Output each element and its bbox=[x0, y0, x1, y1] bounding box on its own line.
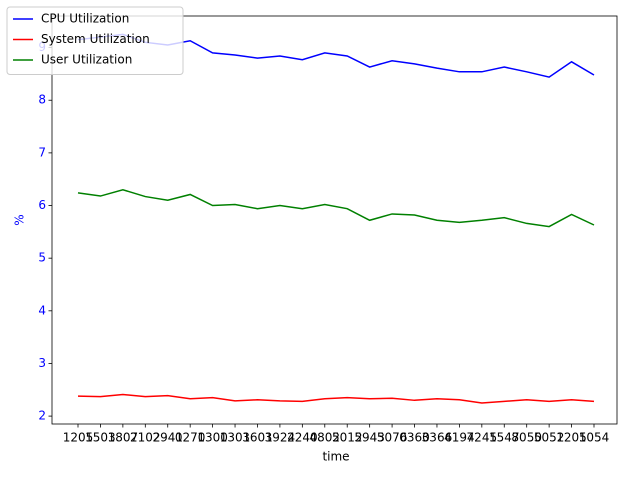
x-tick-label: 2102 bbox=[130, 431, 161, 445]
x-tick-label: 3924 bbox=[265, 431, 296, 445]
y-tick-label: 2 bbox=[38, 409, 46, 423]
x-tick-label: 5076 bbox=[377, 431, 408, 445]
x-tick-label: 2240 bbox=[287, 431, 318, 445]
x-tick-label: 1807 bbox=[108, 431, 139, 445]
y-tick-label: 3 bbox=[38, 356, 46, 370]
y-tick-label: 6 bbox=[38, 198, 46, 212]
data-line bbox=[77, 393, 595, 404]
x-tick-label: 5052 bbox=[534, 431, 565, 445]
y-axis-label: % bbox=[13, 214, 27, 225]
plot-frame bbox=[51, 15, 618, 425]
x-tick-label: 1547 bbox=[489, 431, 520, 445]
legend-label: System Utilization bbox=[41, 32, 150, 46]
x-tick-label: 7245 bbox=[467, 431, 498, 445]
x-tick-label: 1205 bbox=[556, 431, 587, 445]
x-tick-label: 3601 bbox=[242, 431, 273, 445]
legend-box bbox=[6, 6, 184, 75]
data-line bbox=[77, 188, 595, 228]
x-tick-label: 8050 bbox=[511, 431, 542, 445]
legend-label: User Utilization bbox=[41, 53, 132, 67]
x-tick-label: 2941 bbox=[152, 431, 183, 445]
y-tick-label: 8 bbox=[38, 93, 46, 107]
x-tick-label: 3366 bbox=[422, 431, 453, 445]
y-tick-label: 7 bbox=[38, 145, 46, 159]
x-axis-label: time bbox=[322, 450, 349, 464]
x-tick-label: 1300 bbox=[197, 431, 228, 445]
x-tick-label: 1054 bbox=[579, 431, 610, 445]
x-tick-label: 1205 bbox=[63, 431, 94, 445]
legend-label: CPU Utilization bbox=[41, 12, 129, 26]
x-tick-label: 0360 bbox=[399, 431, 430, 445]
x-tick-label: 1503 bbox=[85, 431, 116, 445]
x-tick-label: 0270 bbox=[175, 431, 206, 445]
x-tick-label: 4194 bbox=[444, 431, 475, 445]
x-tick-label: 4802 bbox=[310, 431, 341, 445]
y-tick-label: 5 bbox=[38, 251, 46, 265]
x-tick-label: 5012 bbox=[332, 431, 363, 445]
y-tick-label: 4 bbox=[38, 303, 46, 317]
x-tick-label: 1301 bbox=[220, 431, 251, 445]
x-tick-label: 5943 bbox=[354, 431, 385, 445]
